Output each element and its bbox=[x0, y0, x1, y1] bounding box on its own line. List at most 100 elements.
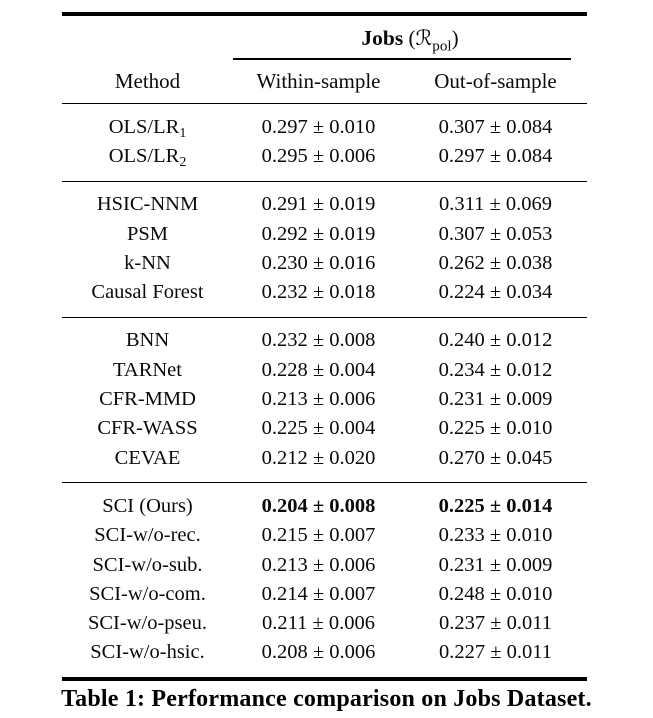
method-label: SCI-w/o-hsic. bbox=[90, 641, 205, 664]
out-of-sample-value-cell: 0.224 ± 0.034 bbox=[438, 281, 553, 304]
metric-expression: (ℛpol) bbox=[408, 25, 459, 54]
within-sample-value-cell: 0.213 ± 0.006 bbox=[261, 388, 376, 411]
method-label: SCI-w/o-rec. bbox=[94, 524, 201, 547]
method-subscript: 2 bbox=[179, 154, 187, 170]
table-row: SCI-w/o-sub. 0.213 ± 0.006 0.231 ± 0.009 bbox=[62, 550, 587, 579]
method-cell: HSIC-NNM bbox=[62, 180, 233, 220]
method-cell: SCI-w/o-hsic. bbox=[62, 638, 233, 679]
table-row: BNN 0.232 ± 0.008 0.240 ± 0.012 bbox=[62, 316, 587, 356]
within-sample-value-cell: 0.204 ± 0.008 bbox=[233, 482, 404, 522]
method-subscript: 1 bbox=[179, 125, 187, 141]
within-sample-value-cell: 0.295 ± 0.006 bbox=[261, 144, 376, 167]
method-label: CFR-MMD bbox=[99, 388, 196, 411]
out-of-sample-value-cell: 0.234 ± 0.012 bbox=[438, 358, 553, 381]
method-cell: SCI-w/o-com. bbox=[62, 580, 233, 609]
within-sample-value-cell: 0.212 ± 0.020 bbox=[261, 446, 376, 469]
table-row: SCI-w/o-rec. 0.215 ± 0.007 0.233 ± 0.010 bbox=[62, 521, 587, 550]
paren-close: ) bbox=[451, 25, 459, 50]
dataset-header-row: Jobs (ℛpol) bbox=[62, 14, 587, 60]
performance-table: Jobs (ℛpol) Method Within-sample Out-of-… bbox=[62, 12, 587, 682]
within-sample-value-cell: 0.230 ± 0.016 bbox=[261, 251, 376, 274]
method-group-2: HSIC-NNM 0.291 ± 0.019 0.311 ± 0.069 PSM 0.2… bbox=[62, 180, 587, 317]
method-cell: SCI (Ours) bbox=[62, 482, 233, 522]
paren-open: ( bbox=[408, 25, 416, 50]
within-sample-value-cell: 0.292 ± 0.019 bbox=[261, 222, 376, 245]
table-row: CFR-WASS 0.225 ± 0.004 0.225 ± 0.010 bbox=[62, 414, 587, 443]
column-header-method: Method bbox=[62, 60, 233, 104]
table-caption: Table 1: Performance comparison on Jobs … bbox=[61, 686, 592, 712]
method-cell: SCI-w/o-rec. bbox=[62, 521, 233, 550]
table-row: SCI-w/o-com. 0.214 ± 0.007 0.248 ± 0.010 bbox=[62, 580, 587, 609]
column-header-row: Method Within-sample Out-of-sample bbox=[62, 60, 587, 104]
empty-corner-cell bbox=[62, 14, 233, 60]
method-label: PSM bbox=[126, 222, 169, 245]
table-row: HSIC-NNM 0.291 ± 0.019 0.311 ± 0.069 bbox=[62, 180, 587, 220]
method-label: HSIC-NNM bbox=[96, 193, 199, 216]
out-of-sample-value-cell: 0.225 ± 0.010 bbox=[438, 417, 553, 440]
method-label: OLS/LR bbox=[108, 115, 180, 138]
method-label: SCI (Ours) bbox=[102, 494, 193, 517]
method-label: k-NN bbox=[124, 251, 171, 274]
method-cell: BNN bbox=[62, 316, 233, 356]
column-header-within-sample: Within-sample bbox=[233, 60, 404, 104]
within-sample-value-cell: 0.232 ± 0.018 bbox=[261, 281, 376, 304]
performance-table-figure: Jobs (ℛpol) Method Within-sample Out-of-… bbox=[62, 12, 587, 682]
dataset-name: Jobs bbox=[361, 25, 404, 50]
method-cell: TARNet bbox=[62, 356, 233, 385]
metric-subscript: pol bbox=[432, 37, 452, 54]
table-row: CEVAE 0.212 ± 0.020 0.270 ± 0.045 bbox=[62, 443, 587, 482]
method-label: SCI-w/o-sub. bbox=[92, 553, 203, 576]
table-row: CFR-MMD 0.213 ± 0.006 0.231 ± 0.009 bbox=[62, 385, 587, 414]
table-row: OLS/LR1 0.297 ± 0.010 0.307 ± 0.084 bbox=[62, 104, 587, 142]
method-group-1: OLS/LR1 0.297 ± 0.010 0.307 ± 0.084 OLS/LR2… bbox=[62, 104, 587, 182]
within-sample-value-cell: 0.213 ± 0.006 bbox=[261, 553, 376, 576]
within-sample-value-cell: 0.225 ± 0.004 bbox=[261, 417, 376, 440]
within-sample-value-cell: 0.291 ± 0.019 bbox=[233, 180, 404, 220]
out-of-sample-value-cell: 0.307 ± 0.053 bbox=[438, 222, 553, 245]
out-of-sample-value-cell: 0.231 ± 0.009 bbox=[438, 553, 553, 576]
out-of-sample-value-cell: 0.237 ± 0.011 bbox=[439, 612, 552, 635]
out-of-sample-value-cell: 0.311 ± 0.069 bbox=[404, 180, 587, 220]
method-cell: CFR-MMD bbox=[62, 385, 233, 414]
table-row: SCI-w/o-hsic. 0.208 ± 0.006 0.227 ± 0.011 bbox=[62, 638, 587, 679]
out-of-sample-value-cell: 0.270 ± 0.045 bbox=[438, 446, 553, 469]
table-row: OLS/LR2 0.295 ± 0.006 0.297 ± 0.084 bbox=[62, 142, 587, 181]
method-cell: CEVAE bbox=[62, 443, 233, 482]
method-cell: SCI-w/o-sub. bbox=[62, 550, 233, 579]
column-header-out-of-sample: Out-of-sample bbox=[404, 60, 587, 104]
out-of-sample-value-cell: 0.307 ± 0.084 bbox=[438, 115, 553, 138]
method-label: OLS/LR bbox=[108, 144, 180, 167]
out-of-sample-value-cell: 0.248 ± 0.010 bbox=[438, 582, 553, 605]
table-row: SCI-w/o-pseu. 0.211 ± 0.006 0.237 ± 0.011 bbox=[62, 609, 587, 638]
table-header: Jobs (ℛpol) Method Within-sample Out-of-… bbox=[62, 14, 587, 104]
out-of-sample-value-cell: 0.240 ± 0.012 bbox=[404, 316, 587, 356]
method-cell: PSM bbox=[62, 219, 233, 248]
method-cell: k-NN bbox=[62, 249, 233, 278]
out-of-sample-value-cell: 0.262 ± 0.038 bbox=[438, 251, 553, 274]
method-label: TARNet bbox=[113, 358, 182, 381]
method-cell: CFR-WASS bbox=[62, 414, 233, 443]
within-sample-value-cell: 0.297 ± 0.010 bbox=[261, 115, 376, 138]
method-cell: SCI-w/o-pseu. bbox=[62, 609, 233, 638]
out-of-sample-value-cell: 0.231 ± 0.009 bbox=[438, 388, 553, 411]
method-label: CFR-WASS bbox=[97, 417, 198, 440]
method-label: SCI-w/o-pseu. bbox=[87, 612, 207, 635]
within-sample-value-cell: 0.208 ± 0.006 bbox=[261, 641, 376, 664]
within-sample-value-cell: 0.215 ± 0.007 bbox=[261, 524, 376, 547]
method-label: SCI-w/o-com. bbox=[89, 582, 206, 605]
method-cell: Causal Forest bbox=[62, 278, 233, 317]
within-sample-value-cell: 0.228 ± 0.004 bbox=[261, 358, 376, 381]
table-row: SCI (Ours) 0.204 ± 0.008 0.225 ± 0.014 bbox=[62, 482, 587, 522]
within-sample-value-cell: 0.211 ± 0.006 bbox=[262, 612, 375, 635]
method-cell: OLS/LR2 bbox=[62, 142, 233, 181]
method-label: CEVAE bbox=[114, 446, 181, 469]
dataset-header-cell: Jobs (ℛpol) bbox=[233, 14, 587, 60]
method-cell: OLS/LR1 bbox=[62, 104, 233, 142]
out-of-sample-value-cell: 0.233 ± 0.010 bbox=[438, 524, 553, 547]
method-group-3: BNN 0.232 ± 0.008 0.240 ± 0.012 TARNet 0.228… bbox=[62, 316, 587, 482]
out-of-sample-value-cell: 0.227 ± 0.011 bbox=[439, 641, 552, 664]
within-sample-value-cell: 0.214 ± 0.007 bbox=[261, 582, 376, 605]
out-of-sample-value-cell: 0.225 ± 0.014 bbox=[404, 482, 587, 522]
column-span-rule bbox=[233, 58, 571, 60]
metric-symbol: ℛ bbox=[415, 25, 433, 50]
